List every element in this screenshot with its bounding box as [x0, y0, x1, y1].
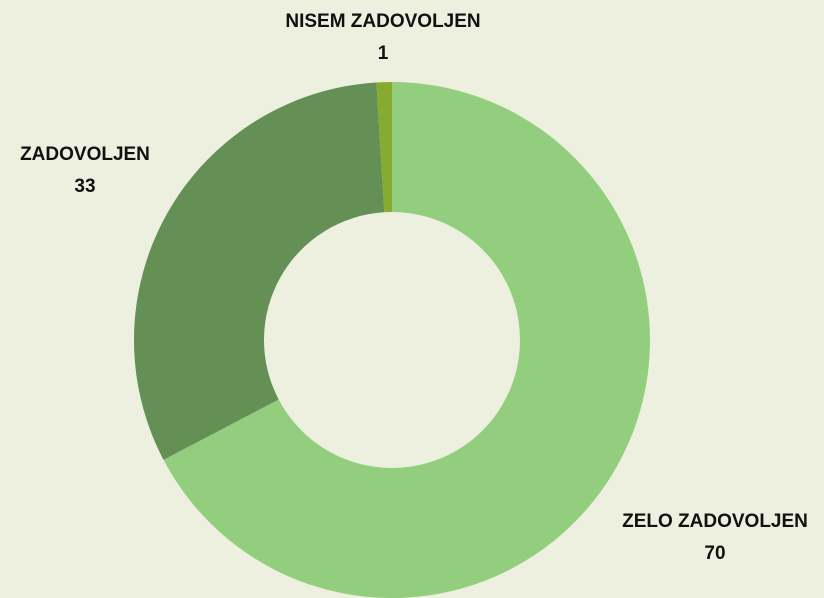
- segment-value: 1: [378, 43, 389, 64]
- segment-value: 33: [74, 176, 95, 197]
- segment-label: ZADOVOLJEN: [20, 144, 150, 165]
- segment-label: NISEM ZADOVOLJEN: [285, 11, 480, 32]
- segment-label: ZELO ZADOVOLJEN: [622, 511, 808, 532]
- donut-segment: [163, 82, 650, 598]
- donut-segment: [376, 82, 392, 213]
- donut-segment: [134, 82, 385, 460]
- segment-value: 70: [704, 543, 725, 564]
